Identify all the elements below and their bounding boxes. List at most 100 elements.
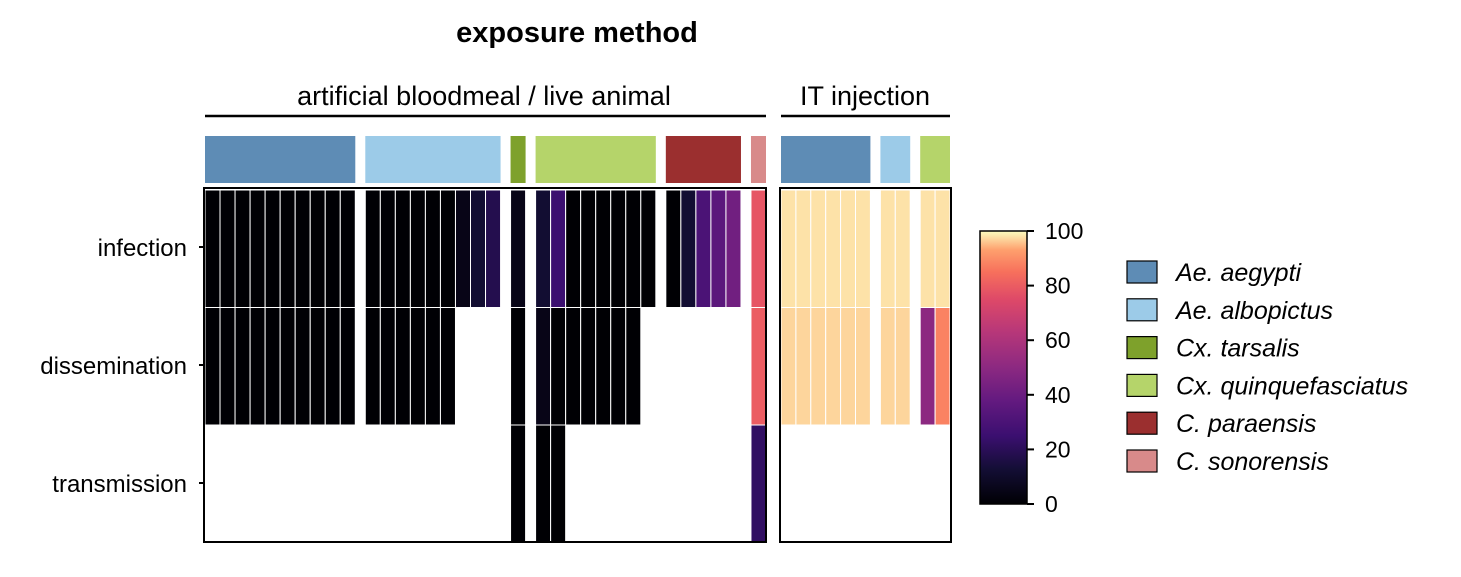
heatmap-cell bbox=[439, 307, 456, 426]
heatmap-cell bbox=[595, 307, 612, 426]
heatmap-cell bbox=[364, 307, 381, 426]
legend-label: Ae. aegypti bbox=[1174, 259, 1303, 287]
species-bar bbox=[510, 136, 526, 183]
heatmap-cell bbox=[510, 189, 527, 308]
species-bar bbox=[205, 136, 356, 183]
species-bar bbox=[920, 136, 950, 183]
heatmap-cell bbox=[249, 189, 266, 308]
heatmap-cell bbox=[324, 189, 341, 308]
heatmap-cell bbox=[710, 189, 727, 308]
row-label-transmission: transmission bbox=[52, 471, 187, 498]
heatmap-cell bbox=[470, 189, 487, 308]
heatmap-cell bbox=[339, 189, 356, 308]
heatmap-cell bbox=[234, 307, 251, 426]
heatmap-cell bbox=[439, 189, 456, 308]
heatmap-cell bbox=[409, 307, 426, 426]
legend-label: C. sonorensis bbox=[1176, 448, 1329, 476]
heatmap-cell bbox=[279, 307, 296, 426]
colorbar: 0 20 40 60 80 100 bbox=[979, 218, 1083, 517]
heatmap-cell bbox=[234, 189, 251, 308]
heatmap-cell bbox=[424, 307, 441, 426]
group-label-injection: IT injection bbox=[800, 81, 930, 111]
heatmap-cells bbox=[204, 189, 951, 543]
colorbar-tick-label: 20 bbox=[1045, 436, 1071, 462]
heatmap-cell bbox=[879, 189, 896, 308]
heatmap-cell bbox=[840, 189, 856, 308]
heatmap-cell bbox=[249, 307, 266, 426]
heatmap-cell bbox=[934, 307, 951, 426]
heatmap-cell bbox=[364, 189, 381, 308]
heatmap-cell bbox=[324, 307, 341, 426]
heatmap-cell bbox=[535, 307, 552, 426]
heatmap-cell bbox=[810, 307, 827, 426]
heatmap-cell bbox=[309, 189, 326, 308]
heatmap-cell bbox=[219, 189, 236, 308]
legend-swatch bbox=[1126, 373, 1158, 397]
heatmap-cell bbox=[550, 424, 567, 543]
legend-swatch bbox=[1126, 260, 1158, 284]
colorbar-gradient bbox=[979, 230, 1028, 505]
heatmap-cell bbox=[454, 189, 471, 308]
legend-label: Cx. quinquefasciatus bbox=[1176, 372, 1408, 400]
heatmap-cell bbox=[879, 307, 896, 426]
row-label-infection: infection bbox=[98, 235, 187, 262]
heatmap-cell bbox=[394, 307, 411, 426]
species-bar bbox=[750, 136, 766, 183]
legend-label: C. paraensis bbox=[1176, 410, 1316, 438]
heatmap-cell bbox=[840, 307, 856, 426]
heatmap-cell bbox=[919, 307, 936, 426]
colorbar-ticks: 0 20 40 60 80 100 bbox=[1027, 218, 1083, 517]
group-label-bloodmeal: artificial bloodmeal / live animal bbox=[297, 81, 671, 111]
heatmap-cell bbox=[219, 307, 236, 426]
species-bars bbox=[205, 136, 950, 183]
colorbar-tick-label: 40 bbox=[1045, 382, 1071, 408]
legend-label: Ae. albopictus bbox=[1174, 297, 1333, 325]
heatmap-cell bbox=[695, 189, 712, 308]
heatmap-cell bbox=[919, 189, 936, 308]
heatmap-cell bbox=[294, 307, 311, 426]
heatmap-cell bbox=[810, 189, 827, 308]
legend-swatch bbox=[1126, 411, 1158, 435]
heatmap-cell bbox=[894, 189, 911, 308]
heatmap-cell bbox=[640, 189, 657, 308]
heatmap-cell bbox=[665, 189, 682, 308]
colorbar-tick-label: 60 bbox=[1045, 327, 1071, 353]
legend-swatch bbox=[1126, 298, 1158, 322]
heatmap-cell bbox=[725, 189, 742, 308]
heatmap-cell bbox=[795, 307, 812, 426]
heatmap-cell bbox=[510, 424, 527, 543]
row-label-dissemination: dissemination bbox=[40, 353, 187, 380]
heatmap-cell bbox=[595, 189, 612, 308]
heatmap-cell bbox=[424, 189, 441, 308]
heatmap-cell bbox=[780, 307, 797, 426]
colorbar-tick-label: 0 bbox=[1045, 491, 1058, 517]
species-bar bbox=[535, 136, 656, 183]
legend-swatch bbox=[1126, 449, 1158, 473]
heatmap-cell bbox=[855, 307, 871, 426]
heatmap-cell bbox=[409, 189, 426, 308]
heatmap-cell bbox=[934, 189, 951, 308]
heatmap-cell bbox=[610, 307, 627, 426]
heatmap-cell bbox=[795, 189, 812, 308]
heatmap-cell bbox=[780, 189, 797, 308]
heatmap-cell bbox=[204, 189, 221, 308]
heatmap-cell bbox=[580, 189, 597, 308]
heatmap-cell bbox=[565, 189, 582, 308]
species-bar bbox=[880, 136, 911, 183]
heatmap-cell bbox=[625, 189, 642, 308]
legend-label: Cx. tarsalis bbox=[1176, 335, 1300, 363]
heatmap-cell bbox=[394, 189, 411, 308]
heatmap-cell bbox=[379, 307, 396, 426]
heatmap-cell bbox=[750, 307, 767, 426]
heatmap-cell bbox=[204, 307, 221, 426]
heatmap-cell bbox=[379, 189, 396, 308]
heatmap-cell bbox=[680, 189, 697, 308]
figure-title: exposure method bbox=[456, 17, 698, 49]
heatmap-cell bbox=[610, 189, 627, 308]
heatmap-cell bbox=[855, 189, 871, 308]
heatmap-cell bbox=[535, 189, 552, 308]
panel-frame-injection bbox=[779, 187, 952, 543]
heatmap-cell bbox=[535, 424, 552, 543]
colorbar-tick-label: 80 bbox=[1045, 273, 1071, 299]
row-axis: infection dissemination transmission bbox=[40, 235, 204, 498]
